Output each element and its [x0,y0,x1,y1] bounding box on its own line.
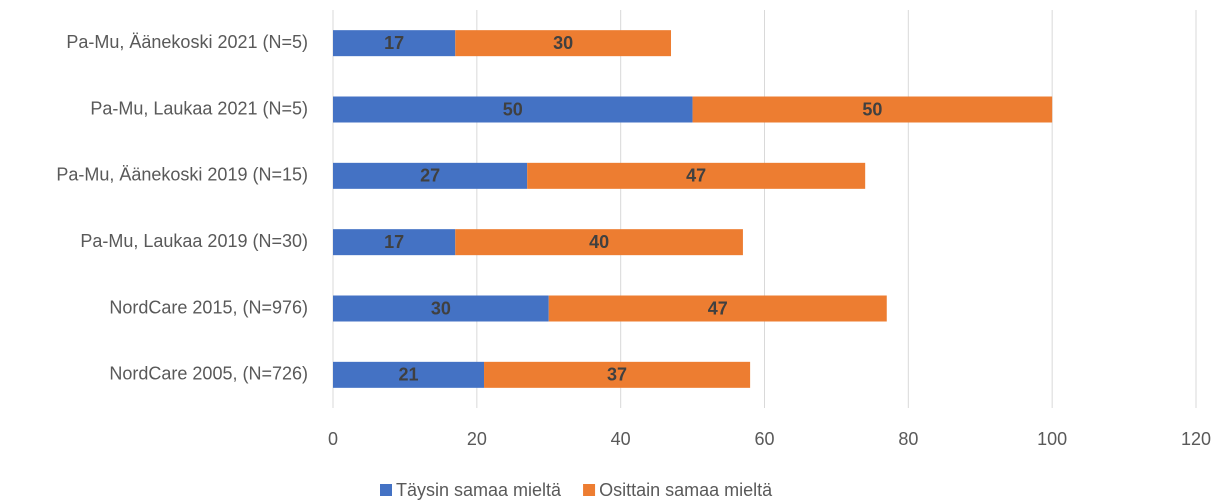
data-label: 30 [553,33,573,53]
legend-swatch [380,484,392,496]
y-tick-label: NordCare 2015, (N=976) [109,297,308,317]
bar [484,361,751,388]
legend-label: Osittain samaa mieltä [599,480,773,500]
bar [333,96,693,123]
bar [455,229,743,256]
y-tick-label: Pa-Mu, Laukaa 2021 (N=5) [90,98,308,118]
bar [548,295,887,322]
bar [333,295,549,322]
x-tick-label: 40 [611,429,631,449]
data-label: 27 [420,166,440,186]
x-tick-label: 20 [467,429,487,449]
y-tick-label: Pa-Mu, Äänekoski 2021 (N=5) [66,32,308,52]
x-tick-label: 60 [754,429,774,449]
y-tick-label: Pa-Mu, Äänekoski 2019 (N=15) [56,165,308,185]
x-tick-label: 120 [1181,429,1211,449]
data-label: 37 [607,365,627,385]
data-label: 50 [862,99,882,119]
bar [692,96,1053,123]
bar [333,162,528,189]
x-tick-label: 100 [1037,429,1067,449]
legend-swatch [583,484,596,496]
data-label: 30 [431,298,451,318]
bar [333,361,485,388]
bar [333,30,456,57]
data-label: 40 [589,232,609,252]
y-tick-label: Pa-Mu, Laukaa 2019 (N=30) [80,231,308,251]
data-label: 47 [686,166,706,186]
legend-label: Täysin samaa mieltä [396,480,562,500]
x-tick-label: 0 [328,429,338,449]
bar [527,162,866,189]
y-tick-label: NordCare 2005, (N=726) [109,364,308,384]
bar [333,229,456,256]
data-label: 47 [708,298,728,318]
data-label: 17 [384,232,404,252]
x-tick-label: 80 [898,429,918,449]
bar [455,30,672,57]
data-label: 17 [384,33,404,53]
data-label: 50 [503,99,523,119]
data-label: 21 [398,365,418,385]
